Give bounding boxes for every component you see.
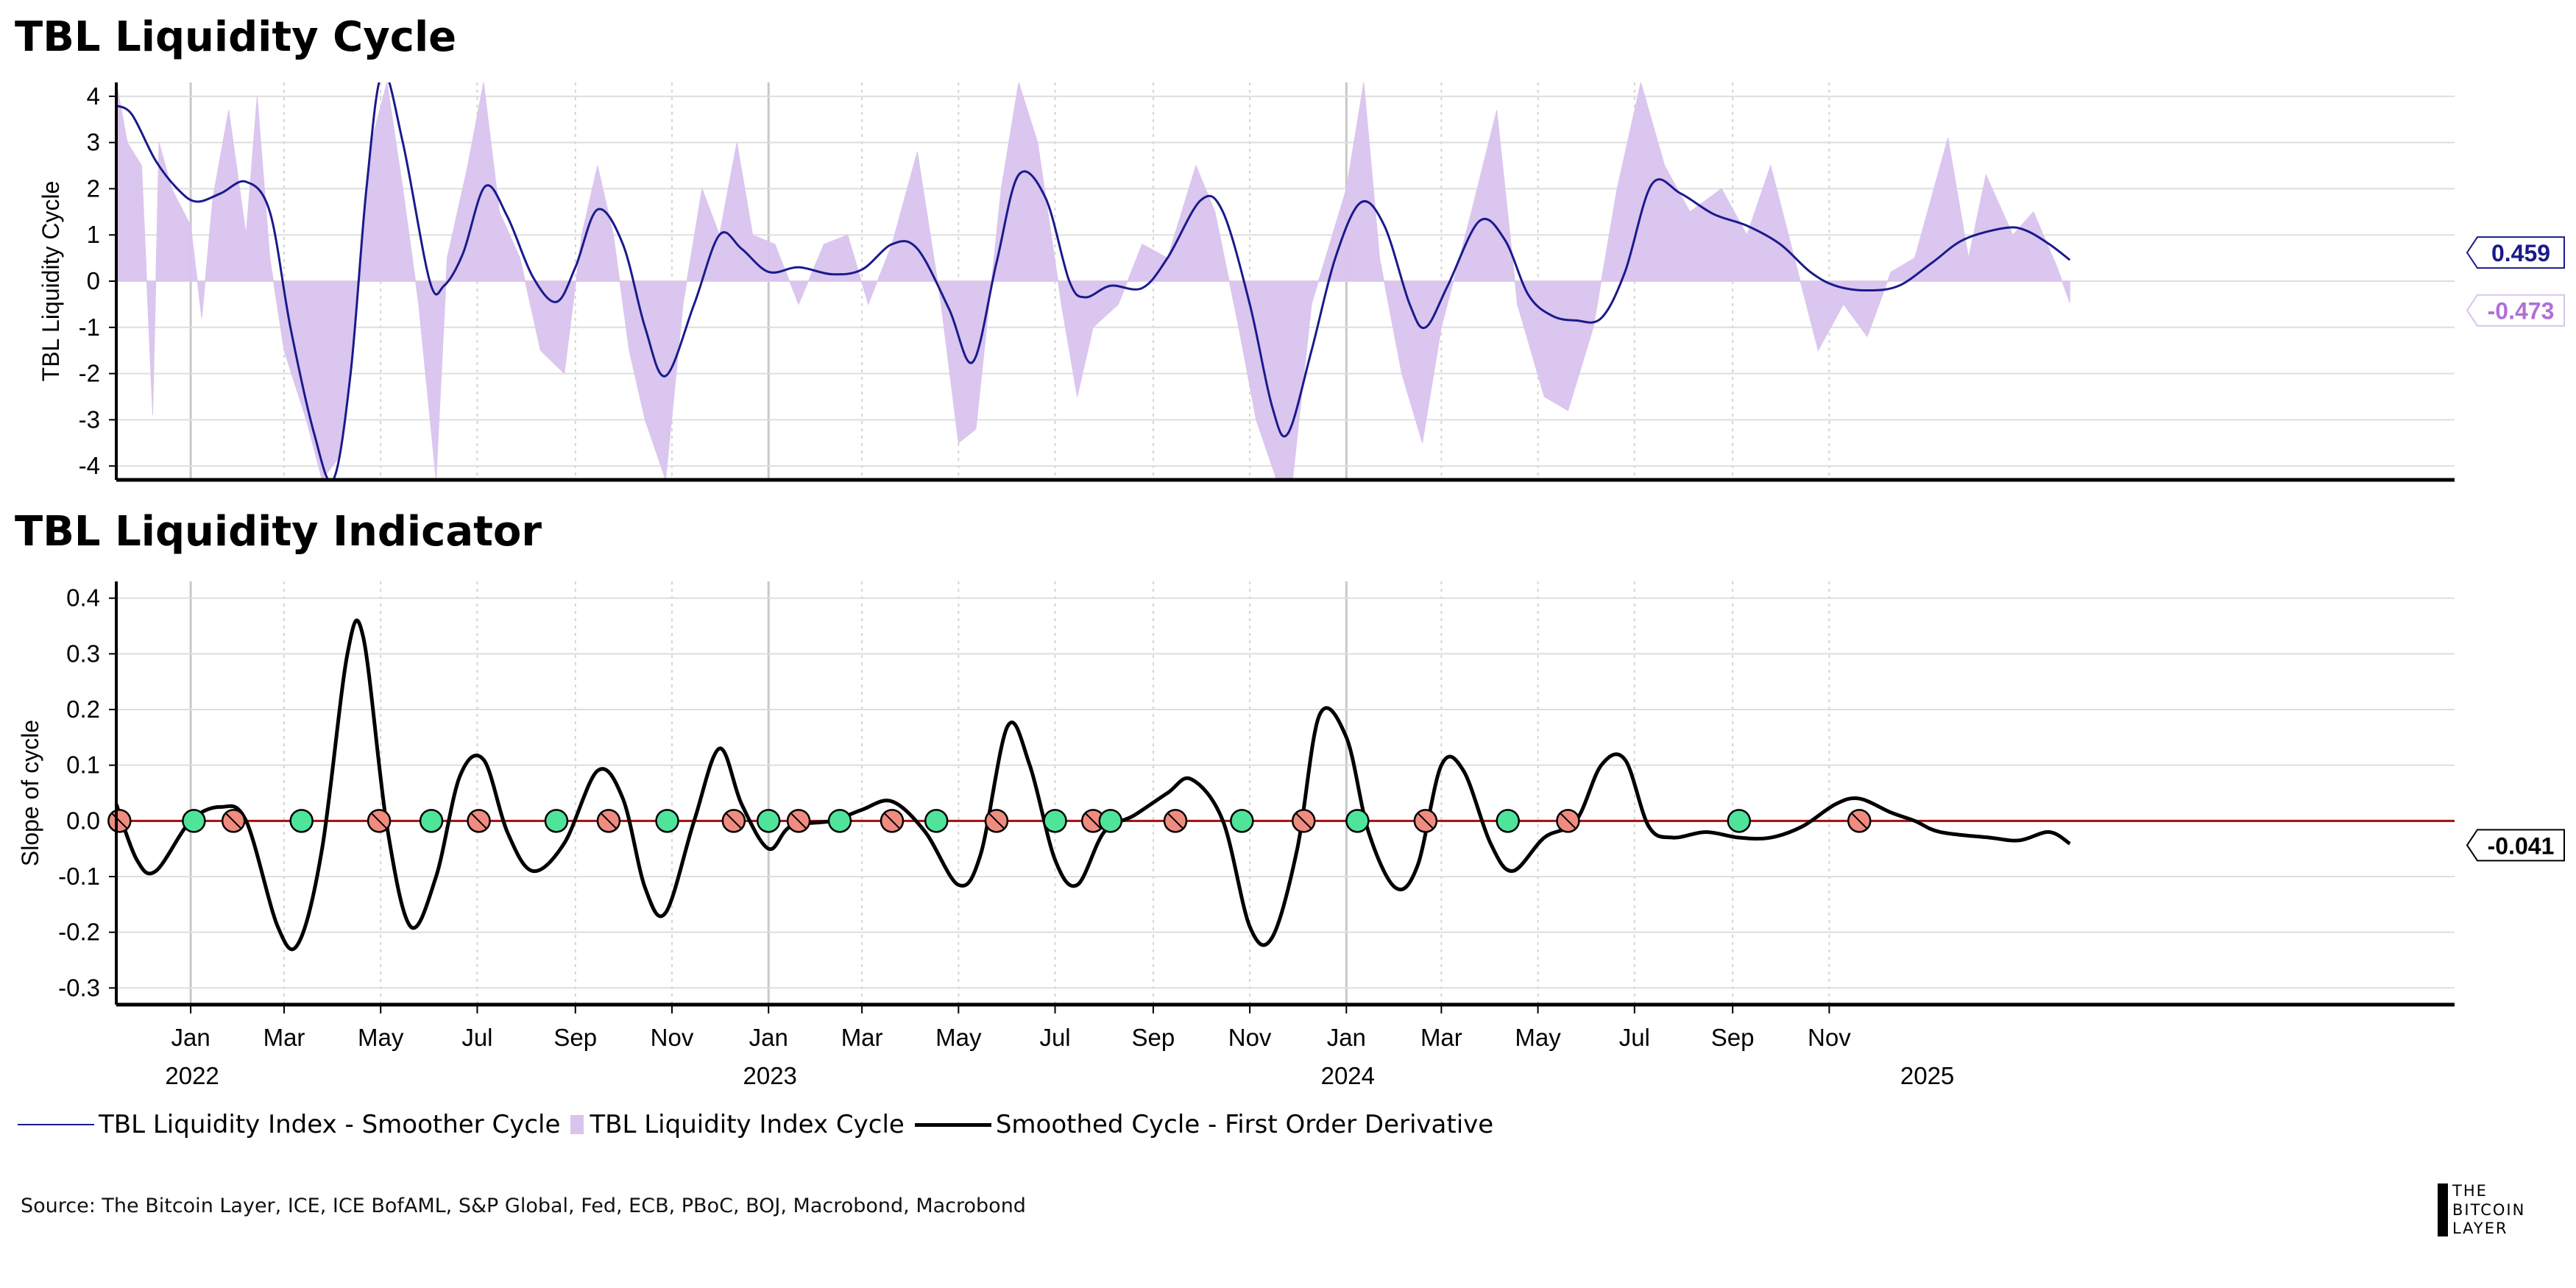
last-value-tag [2466,294,2565,327]
red-marker-slash [225,813,241,829]
red-marker-slash [884,813,900,829]
logo-line: BITCOIN [2452,1200,2526,1219]
x-tick-label: Nov [1808,1024,1851,1051]
green-signal-marker [1043,809,1067,833]
green-signal-marker [756,809,781,833]
x-tick-label: Sep [553,1024,597,1051]
bottom-chart-title: TBL Liquidity Indicator [15,508,542,556]
green-signal-marker [1727,809,1752,833]
last-value-tag [2466,236,2565,269]
x-year-label: 2023 [743,1062,796,1089]
green-signal-marker [924,809,949,833]
legend-item-index-cycle: TBL Liquidity Index Cycle [570,1110,905,1139]
red-marker-slash [1418,813,1434,829]
y-tick-label: 1 [87,221,100,248]
x-tick-label: Sep [1711,1024,1755,1051]
top-chart-title: TBL Liquidity Cycle [15,13,457,61]
legend-item-smoother-cycle: TBL Liquidity Index - Smoother Cycle [18,1110,560,1139]
red-marker-slash [601,813,617,829]
red-marker-slash [470,813,487,829]
x-tick-label: Jul [1619,1024,1650,1051]
y-tick-label: -3 [79,406,100,433]
green-signal-marker [1345,809,1370,833]
legend-label: TBL Liquidity Index - Smoother Cycle [99,1110,561,1139]
x-tick-label: May [358,1024,404,1051]
logo-line: THE [2452,1182,2488,1200]
source-note: Source: The Bitcoin Layer, ICE, ICE BofA… [21,1195,1026,1217]
green-signal-marker [655,809,679,833]
x-tick-label: Jul [1039,1024,1070,1051]
legend: TBL Liquidity Index - Smoother Cycle TBL… [18,1110,1504,1139]
logo-line: LAYER [2452,1220,2508,1237]
red-marker-slash [726,813,742,829]
y-tick-label: -4 [79,452,100,479]
last-value-label: 0.459 [2491,240,2550,266]
y-tick-label: -0.2 [58,919,100,946]
red-marker-slash [1851,813,1867,829]
last-value-label: -0.473 [2488,298,2555,325]
green-signal-marker [1496,809,1520,833]
x-tick-label: Jan [749,1024,788,1051]
green-signal-marker [827,809,852,833]
y-tick-label: 4 [87,82,100,110]
red-marker-slash [790,813,807,829]
y-tick-label: 0.1 [66,751,100,779]
x-year-label: 2022 [165,1062,219,1089]
bitcoin-layer-logo: THE BITCOIN LAYER [2438,1183,2525,1236]
legend-swatch-area [570,1115,584,1134]
logo-text: THE BITCOIN LAYER [2452,1183,2525,1236]
red-marker-slash [1560,813,1577,829]
red-marker-slash [988,813,1005,829]
x-tick-label: Jan [171,1024,210,1051]
red-marker-slash [1295,813,1312,829]
legend-label: TBL Liquidity Index Cycle [590,1110,905,1139]
x-year-label: 2024 [1321,1062,1375,1089]
red-marker-slash [371,813,387,829]
x-tick-label: May [1515,1024,1561,1051]
legend-label: Smoothed Cycle - First Order Derivative [995,1110,1494,1139]
green-signal-marker [289,809,314,833]
last-value-label: -0.041 [2488,832,2555,859]
y-tick-label: -1 [79,314,100,341]
y-tick-label: 0 [87,267,100,294]
logo-bar [2438,1183,2448,1236]
y-tick-label: 0.3 [66,640,100,667]
legend-swatch-line [914,1122,991,1127]
legend-swatch-line [18,1124,94,1125]
x-tick-label: Mar [263,1024,305,1051]
y-axis-label: Slope of cycle [17,720,43,866]
y-tick-label: -2 [79,360,100,387]
y-tick-label: 2 [87,174,100,202]
green-signal-marker [544,809,569,833]
red-marker-slash [111,813,128,829]
last-value-tag [2466,829,2565,862]
x-year-label: 2025 [1900,1062,1954,1089]
cycle-area [116,82,2070,481]
red-marker-slash [1085,813,1101,829]
x-tick-label: Mar [841,1024,883,1051]
y-tick-label: 0.2 [66,696,100,723]
green-signal-marker [182,809,206,833]
x-tick-label: Nov [651,1024,694,1051]
y-tick-label: 3 [87,129,100,156]
green-signal-marker [1230,809,1254,833]
red-marker-slash [1167,813,1183,829]
y-tick-label: 0.0 [66,807,100,834]
y-tick-label: -0.3 [58,974,100,1001]
y-axis-label: TBL Liquidity Cycle [38,181,64,382]
x-tick-label: May [935,1024,982,1051]
y-tick-label: -0.1 [58,863,100,890]
legend-item-derivative: Smoothed Cycle - First Order Derivative [914,1110,1494,1139]
green-signal-marker [419,809,444,833]
y-tick-label: 0.4 [66,584,100,612]
smoother-cycle-line [116,82,2071,480]
x-tick-label: Sep [1132,1024,1175,1051]
derivative-line [114,618,2071,952]
x-tick-label: Nov [1228,1024,1272,1051]
green-signal-marker [1098,809,1123,833]
x-tick-label: Jan [1327,1024,1366,1051]
x-tick-label: Jul [461,1024,492,1051]
x-tick-label: Mar [1420,1024,1462,1051]
